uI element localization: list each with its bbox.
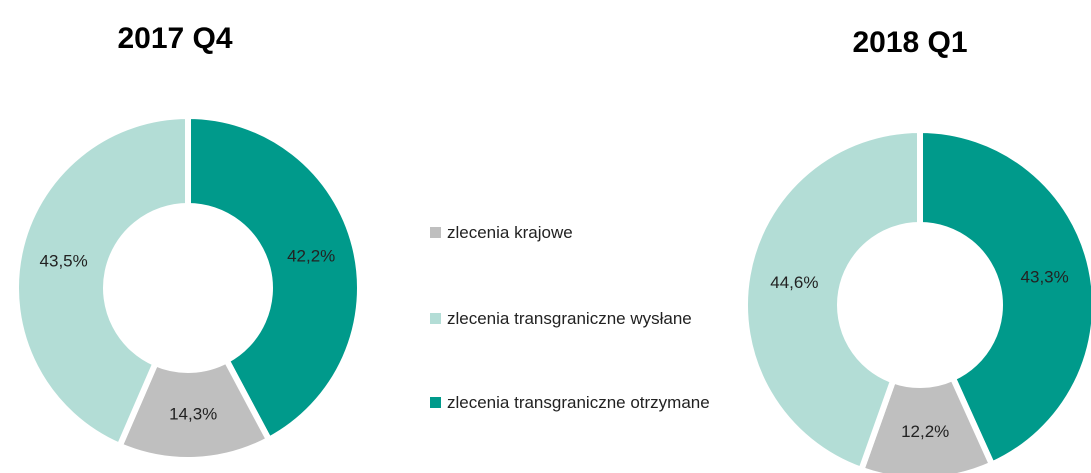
data-label: 42,2%: [287, 247, 335, 266]
legend-label: zlecenia transgraniczne otrzymane: [447, 393, 710, 412]
legend-swatch: [430, 227, 441, 238]
data-label: 44,6%: [770, 273, 818, 292]
data-label: 43,3%: [1021, 268, 1069, 287]
legend-swatch: [430, 397, 441, 408]
donut-slice: [115, 356, 274, 463]
legend-item: zlecenia transgraniczne wysłane: [430, 308, 720, 330]
donut-slice: [13, 112, 191, 450]
legend-label: zlecenia krajowe: [447, 223, 573, 242]
legend-label: zlecenia transgraniczne wysłane: [447, 309, 692, 328]
legend-item: zlecenia krajowe: [430, 222, 720, 244]
legend-item: zlecenia transgraniczne otrzymane: [430, 392, 720, 414]
data-label: 43,5%: [40, 252, 88, 271]
chart-title: 2017 Q4: [117, 22, 232, 55]
legend-swatch: [430, 313, 441, 324]
donut-slice: [742, 126, 923, 473]
chart-title: 2018 Q1: [852, 26, 967, 59]
data-label: 12,2%: [901, 422, 949, 441]
donut-slice: [917, 126, 1091, 469]
donut-slice: [185, 112, 363, 444]
data-label: 14,3%: [169, 404, 217, 423]
